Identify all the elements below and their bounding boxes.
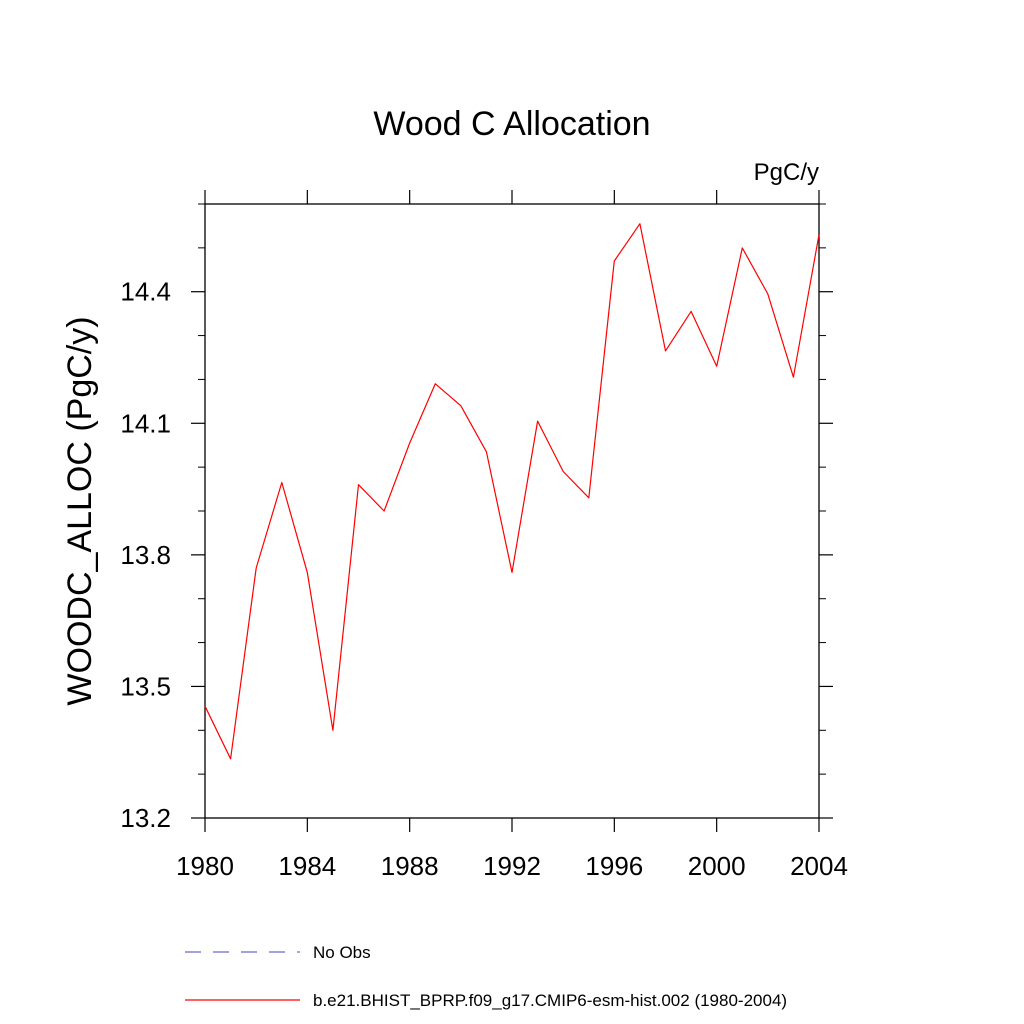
legend-label: No Obs [313,943,371,962]
x-tick-label: 1996 [585,851,643,881]
y-tick-label: 13.5 [120,671,171,701]
x-tick-label: 1980 [176,851,234,881]
series-line [204,223,820,760]
y-tick-label: 14.1 [120,408,171,438]
y-tick-label: 14.4 [120,277,171,307]
legend-label: b.e21.BHIST_BPRP.f09_g17.CMIP6-esm-hist.… [313,991,787,1010]
y-tick-label: 13.8 [120,540,171,570]
x-tick-label: 1984 [278,851,336,881]
y-axis-label: WOODC_ALLOC (PgC/y) [61,316,99,705]
chart-title: Wood C Allocation [373,105,650,143]
plot-frame [204,203,820,819]
tick-marks [191,190,833,832]
tick-labels: 1980 1984 1988 1992 1996 2000 2004 13.2 13.5 13.8… [120,277,848,881]
units-label: PgC/y [754,159,819,186]
x-tick-label: 1988 [381,851,439,881]
y-tick-label: 13.2 [120,803,171,833]
x-tick-label: 2000 [688,851,746,881]
x-tick-label: 2004 [790,851,848,881]
legend: No Obs b.e21.BHIST_BPRP.f09_g17.CMIP6-esm… [185,943,787,1010]
axes [204,203,820,819]
series-layer [204,223,820,760]
x-tick-label: 1992 [483,851,541,881]
